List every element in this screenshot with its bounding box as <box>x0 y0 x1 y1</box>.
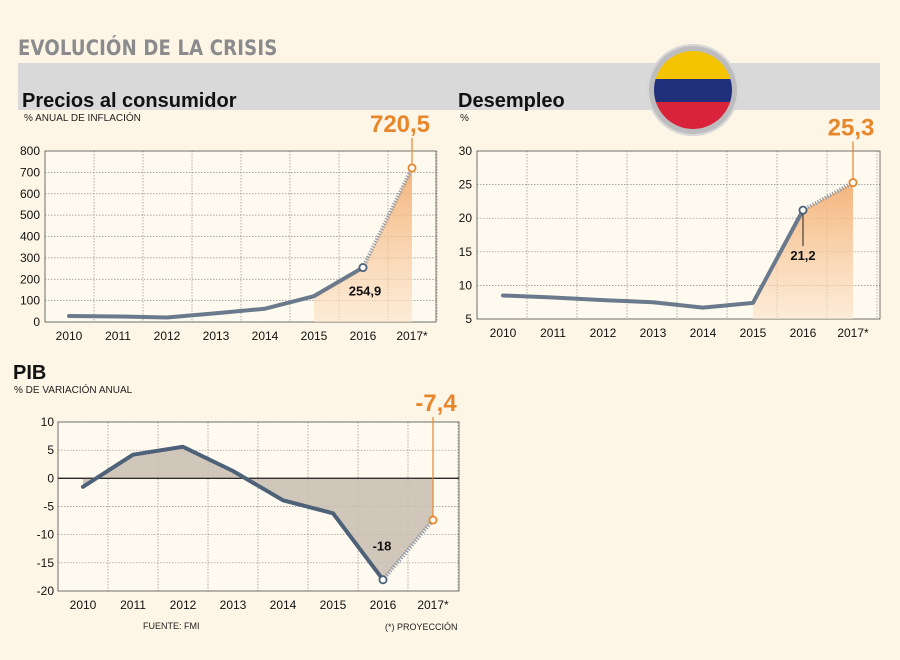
precios-xtick-label: 2017* <box>396 329 428 343</box>
pib-xtick-label: 2017* <box>417 598 449 612</box>
desempleo-frame <box>476 150 881 320</box>
desempleo-xtick-label: 2017* <box>837 326 869 340</box>
flag-stripes <box>654 51 732 129</box>
precios-projection-line <box>361 167 414 269</box>
precios-label-2017: 720,5 <box>370 111 430 138</box>
pib-ytick-label: 5 <box>47 443 54 457</box>
precios-xtick-label: 2013 <box>203 329 230 343</box>
desempleo-ytick-label: 10 <box>459 278 473 292</box>
projection-note: (*) PROYECCIÓN <box>385 622 458 632</box>
pib-ytick-label: 0 <box>47 471 54 485</box>
desempleo-area <box>753 182 853 319</box>
desempleo-point-2016 <box>798 205 808 215</box>
precios-ytick-label: 800 <box>20 144 40 158</box>
desempleo-xtick-label: 2016 <box>790 326 817 340</box>
pib-label-2016: -18 <box>373 539 392 554</box>
precios-xtick-label: 2014 <box>252 329 279 343</box>
desempleo-xtick-label: 2015 <box>740 326 767 340</box>
precios-ytick-label: 0 <box>33 315 40 329</box>
pib-projection-line <box>381 518 435 582</box>
desempleo-ytick-label: 25 <box>459 178 473 192</box>
desempleo-xtick-label: 2014 <box>690 326 717 340</box>
pib-xtick-label: 2015 <box>320 598 347 612</box>
pib-xtick-label: 2011 <box>120 598 146 612</box>
precios-label-2016: 254,9 <box>349 284 382 299</box>
pib-ytick-label: -5 <box>43 500 54 514</box>
pib-ytick-label: -15 <box>37 556 55 570</box>
desempleo-xtick-label: 2012 <box>590 326 617 340</box>
pib-series-line <box>81 444 385 582</box>
pib-subtitle: % DE VARIACIÓN ANUAL <box>14 385 133 396</box>
desempleo-ytick-label: 15 <box>459 245 473 259</box>
precios-subtitle: % ANUAL DE INFLACIÓN <box>24 113 141 124</box>
pib-ytick-label: -20 <box>37 584 55 598</box>
precios-series-line <box>67 265 365 320</box>
desempleo-xtick-label: 2010 <box>490 326 517 340</box>
precios-ytick-label: 600 <box>20 187 40 201</box>
pib-point-2016 <box>378 575 388 585</box>
pib-point-2017 <box>428 515 438 525</box>
precios-point-2016 <box>358 263 368 273</box>
precios-ytick-label: 400 <box>20 230 40 244</box>
desempleo-ytick-label: 20 <box>459 211 473 225</box>
source-note: FUENTE: FMI <box>143 621 200 631</box>
precios-xtick-label: 2016 <box>350 329 377 343</box>
desempleo-subtitle: % <box>460 113 469 124</box>
page-title: EVOLUCIÓN DE LA CRISIS <box>18 36 278 60</box>
desempleo-title: Desempleo <box>458 90 565 112</box>
desempleo-projection-line <box>802 180 854 212</box>
precios-ytick-label: 100 <box>20 294 40 308</box>
pib-area <box>83 446 433 580</box>
precios-ytick-label: 200 <box>20 272 40 286</box>
pib-xtick-label: 2014 <box>270 598 297 612</box>
pib-xtick-label: 2010 <box>70 598 97 612</box>
pib-frame <box>57 421 460 592</box>
precios-point-2017 <box>407 163 417 173</box>
precios-frame <box>44 150 437 323</box>
precios-ytick-label: 300 <box>20 251 40 265</box>
precios-xtick-label: 2011 <box>105 329 131 343</box>
desempleo-ytick-label: 30 <box>459 144 473 158</box>
precios-ytick-label: 500 <box>20 208 40 222</box>
pib-xtick-label: 2016 <box>370 598 397 612</box>
precios-xtick-label: 2010 <box>56 329 83 343</box>
desempleo-label-2016: 21,2 <box>790 248 815 263</box>
desempleo-ytick-label: 5 <box>465 312 472 326</box>
pib-label-2017: -7,4 <box>415 390 457 417</box>
desempleo-xtick-label: 2011 <box>540 326 566 340</box>
precios-xtick-label: 2015 <box>301 329 328 343</box>
venezuela-flag-icon <box>647 44 739 136</box>
precios-ytick-label: 700 <box>20 165 40 179</box>
pib-title: PIB <box>13 362 47 384</box>
desempleo-series-line <box>501 208 805 310</box>
desempleo-point-2017 <box>848 178 858 188</box>
pib-ytick-label: 10 <box>41 415 55 429</box>
pib-xtick-label: 2012 <box>170 598 197 612</box>
pib-xtick-label: 2013 <box>220 598 247 612</box>
precios-title: Precios al consumidor <box>22 90 237 112</box>
precios-xtick-label: 2012 <box>154 329 181 343</box>
pib-ytick-label: -10 <box>37 528 55 542</box>
desempleo-label-2017: 25,3 <box>828 115 875 142</box>
desempleo-xtick-label: 2013 <box>640 326 667 340</box>
